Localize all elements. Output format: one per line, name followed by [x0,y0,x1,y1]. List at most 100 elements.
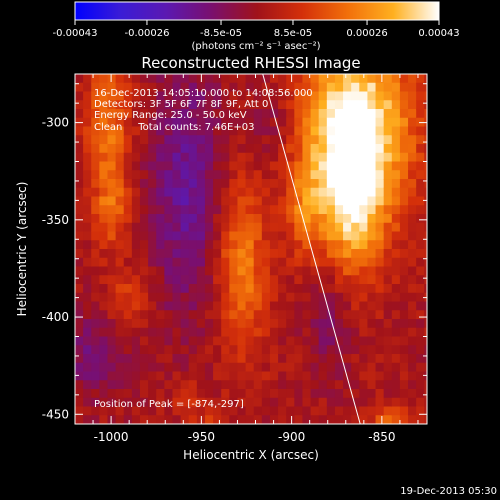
heatmap-cell [107,196,117,206]
heatmap-cell [408,336,417,346]
heatmap-cell [334,179,344,189]
heatmap-cell [326,415,336,424]
heatmap-cell [424,179,427,189]
heatmap-cell [318,257,328,268]
heatmap-cell [172,336,182,346]
heatmap-cell [148,117,157,128]
heatmap-cell [139,389,149,399]
heatmap-cell [107,170,117,180]
heatmap-cell [188,205,198,215]
heatmap-cell [245,266,255,276]
heatmap-cell [115,284,125,294]
heatmap-cell [391,345,401,355]
heatmap-cell [229,100,239,110]
colorbar-tick-label: -8.5e-05 [200,28,242,39]
heatmap-cell [83,91,92,101]
heatmap-cell [294,371,304,381]
heatmap-cell [245,380,255,390]
heatmap-cell [237,389,247,399]
heatmap-cell [83,179,92,189]
heatmap-cell [164,249,174,259]
heatmap-cell [213,117,222,128]
heatmap-cell [75,205,84,215]
heatmap-cell [351,144,360,154]
heatmap-cell [180,152,190,163]
heatmap-cell [416,214,425,224]
heatmap-cell [139,161,149,171]
heatmap-cell [188,222,198,233]
heatmap-cell [188,240,198,250]
heatmap-cell [237,249,247,259]
heatmap-cell [123,152,133,163]
heatmap-cell [107,354,117,364]
heatmap-cell [148,91,157,101]
heatmap-cell [245,222,255,233]
heatmap-cell [359,179,369,189]
heatmap-cell [318,74,328,84]
heatmap-cell [99,284,109,294]
heatmap-cell [318,310,328,320]
heatmap-cell [391,91,401,101]
heatmap-cell [367,91,377,101]
heatmap-cell [204,240,214,250]
heatmap-cell [123,275,133,285]
heatmap-cell [278,362,287,373]
heatmap-cell [172,310,182,320]
heatmap-cell [424,406,427,416]
heatmap-cell [318,275,328,285]
heatmap-cell [237,327,247,338]
heatmap-cell [83,187,92,198]
heatmap-cell [343,109,352,119]
heatmap-cell [294,397,304,408]
heatmap-cell [107,301,117,311]
heatmap-cell [172,161,182,171]
heatmap-cell [115,249,125,259]
heatmap-cell [180,74,190,84]
heatmap-cell [399,415,409,424]
heatmap-cell [367,415,377,424]
heatmap-cell [269,257,279,268]
heatmap-cell [343,327,352,338]
heatmap-cell [196,179,206,189]
heatmap-cell [123,249,133,259]
heatmap-cell [83,389,92,399]
heatmap-cell [253,249,263,259]
heatmap-cell [204,284,214,294]
heatmap-cell [172,187,182,198]
heatmap-cell [139,196,149,206]
heatmap-cell [156,284,165,294]
heatmap-cell [383,397,393,408]
heatmap-cell [424,100,427,110]
heatmap-cell [131,354,141,364]
heatmap-cell [75,187,84,198]
heatmap-cell [326,74,336,84]
heatmap-cell [245,327,255,338]
heatmap-cell [237,170,247,180]
heatmap-cell [326,152,336,163]
heatmap-cell [172,284,182,294]
heatmap-cell [156,187,165,198]
heatmap-cell [75,214,84,224]
heatmap-cell [245,415,255,424]
heatmap-cell [326,187,336,198]
heatmap-cell [221,214,230,224]
heatmap-cell [123,82,133,93]
heatmap-cell [229,117,239,128]
heatmap-cell [294,117,304,128]
heatmap-cell [91,275,100,285]
heatmap-cell [399,397,409,408]
heatmap-cell [416,389,425,399]
heatmap-cell [343,336,352,346]
heatmap-cell [286,135,295,145]
heatmap-cell [196,371,206,381]
heatmap-cell [115,82,125,93]
heatmap-cell [75,266,84,276]
heatmap-cell [286,406,295,416]
heatmap-cell [156,319,165,329]
heatmap-cell [148,170,157,180]
heatmap-cell [399,231,409,241]
heatmap-cell [99,205,109,215]
heatmap-cell [148,222,157,233]
heatmap-cell [286,327,295,338]
heatmap-cell [278,389,287,399]
